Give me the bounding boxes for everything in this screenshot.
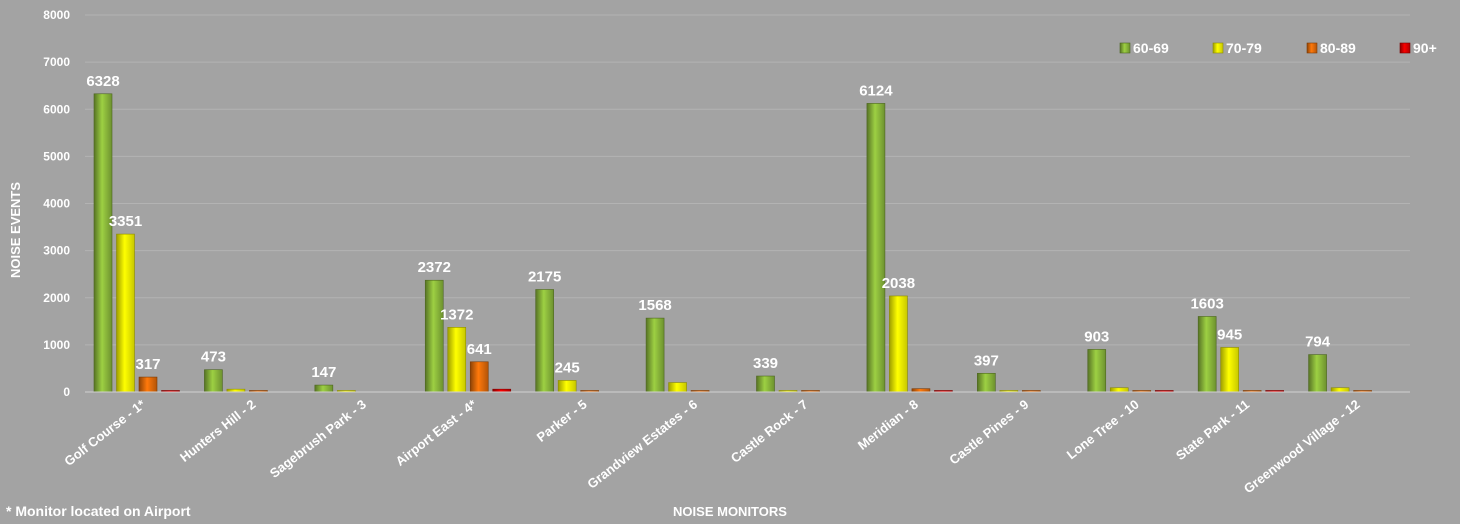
x-tick-label: Hunters Hill - 2 <box>177 397 259 465</box>
legend-label: 80-89 <box>1320 40 1356 56</box>
bar-60-69 <box>424 279 444 393</box>
bar-60-69 <box>314 384 334 393</box>
bar-70-79 <box>1220 347 1239 393</box>
y-axis-label: NOISE EVENTS <box>8 182 23 278</box>
data-label: 794 <box>1305 334 1331 351</box>
legend: 60-69 70-79 80-89 90+ <box>1119 40 1437 56</box>
x-tick-label: Sagebrush Park - 3 <box>267 397 369 481</box>
data-label: 6328 <box>86 73 119 90</box>
x-axis-tick-labels: Golf Course - 1* Hunters Hill - 2 Sagebrus… <box>61 396 1362 496</box>
x-axis-label: NOISE MONITORS <box>673 504 787 519</box>
bar-80-89 <box>138 376 158 393</box>
data-label: 2175 <box>528 269 561 286</box>
bar-70-79 <box>1109 387 1129 393</box>
bar-60-69 <box>645 317 665 393</box>
y-tick-label: 7000 <box>43 55 70 69</box>
y-tick-label: 2000 <box>43 291 70 305</box>
legend-label: 70-79 <box>1226 40 1262 56</box>
bars: 6328 3351 317 473 147 2372 1372 641 2175 245 1568 3… <box>86 73 1372 393</box>
x-tick-label: Meridian - 8 <box>855 397 921 453</box>
bar-70-79 <box>116 233 135 393</box>
y-tick-label: 3000 <box>43 244 70 258</box>
y-tick-label: 6000 <box>43 102 70 116</box>
data-label: 1568 <box>638 297 671 314</box>
data-label: 147 <box>311 364 336 381</box>
bar-60-69 <box>756 375 775 393</box>
x-tick-label: Castle Pines - 9 <box>946 397 1031 468</box>
y-axis-tick-labels: 0 1000 2000 3000 4000 5000 6000 7000 8000 <box>43 8 70 399</box>
data-label: 1603 <box>1190 295 1223 312</box>
bar-60-69 <box>1087 349 1107 393</box>
data-label: 2038 <box>882 275 915 292</box>
data-label: 2372 <box>418 259 451 276</box>
bar-60-69 <box>204 369 223 393</box>
legend-label: 90+ <box>1413 40 1437 56</box>
y-tick-label: 5000 <box>43 149 70 163</box>
legend-swatch <box>1119 42 1131 54</box>
footnote: * Monitor located on Airport <box>6 503 191 519</box>
y-tick-label: 0 <box>63 385 70 399</box>
y-tick-label: 4000 <box>43 197 70 211</box>
bar-70-79 <box>1330 387 1350 393</box>
x-tick-label: Castle Rock - 7 <box>728 397 811 466</box>
bar-60-69 <box>1197 316 1217 393</box>
data-label: 945 <box>1217 326 1242 343</box>
legend-swatch <box>1212 42 1224 54</box>
bar-60-69 <box>977 372 996 393</box>
x-tick-label: Airport East - 4* <box>393 396 480 469</box>
legend-label: 60-69 <box>1133 40 1169 56</box>
x-tick-label: Greenwood Village - 12 <box>1241 397 1363 497</box>
bar-70-79 <box>668 382 687 393</box>
data-label: 397 <box>974 352 999 369</box>
x-tick-label: Grandview Estates - 6 <box>584 397 700 492</box>
y-tick-label: 1000 <box>43 338 70 352</box>
data-label: 1372 <box>440 306 473 323</box>
legend-swatch <box>1306 42 1318 54</box>
bar-60-69 <box>535 289 554 393</box>
bar-60-69 <box>93 93 113 393</box>
data-label: 6124 <box>859 82 893 99</box>
bar-60-69 <box>866 103 886 393</box>
gridlines <box>85 14 1410 346</box>
y-tick-label: 8000 <box>43 8 70 22</box>
bar-60-69 <box>1308 354 1327 393</box>
x-tick-label: Golf Course - 1* <box>61 396 148 469</box>
x-tick-label: Parker - 5 <box>534 397 590 445</box>
data-label: 339 <box>753 355 778 372</box>
data-label: 903 <box>1084 328 1109 345</box>
x-tick-label: State Park - 11 <box>1173 397 1252 464</box>
data-label: 473 <box>201 349 226 366</box>
data-label: 245 <box>555 359 580 376</box>
legend-swatch <box>1399 42 1411 54</box>
x-tick-label: Lone Tree - 10 <box>1064 397 1142 463</box>
bar-70-79 <box>889 295 908 393</box>
data-label: 641 <box>467 341 492 358</box>
bar-80-89 <box>469 361 489 393</box>
bar-70-79 <box>557 380 577 393</box>
data-label: 317 <box>135 356 160 373</box>
data-label: 3351 <box>109 213 142 230</box>
bar-70-79 <box>447 327 467 393</box>
